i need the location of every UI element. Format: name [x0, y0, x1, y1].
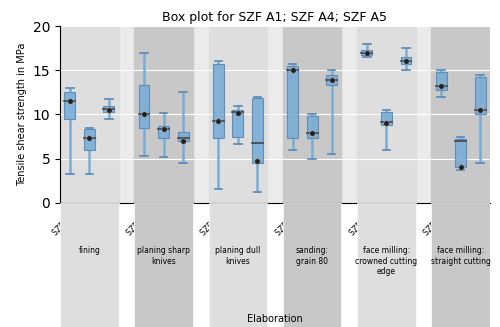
- Bar: [287, 66, 298, 138]
- Bar: [252, 98, 263, 163]
- Bar: [381, 112, 392, 125]
- Bar: [283, 26, 342, 203]
- Bar: [104, 106, 114, 112]
- Bar: [213, 64, 224, 138]
- Y-axis label: Tensile shear strength in MPa: Tensile shear strength in MPa: [17, 43, 27, 186]
- Text: sanding:
grain 80: sanding: grain 80: [296, 246, 328, 266]
- Bar: [178, 132, 188, 141]
- Text: planing dull
knives: planing dull knives: [215, 246, 260, 266]
- Bar: [64, 92, 75, 119]
- Bar: [208, 203, 267, 327]
- Bar: [60, 203, 118, 327]
- Bar: [134, 26, 193, 203]
- Bar: [84, 129, 94, 150]
- Text: Elaboration: Elaboration: [247, 314, 303, 324]
- Bar: [138, 85, 149, 128]
- Bar: [232, 110, 243, 137]
- Bar: [475, 77, 486, 114]
- Bar: [456, 139, 466, 167]
- Bar: [134, 203, 193, 327]
- Title: Box plot for SZF A1; SZF A4; SZF A5: Box plot for SZF A1; SZF A4; SZF A5: [162, 10, 388, 24]
- Bar: [158, 126, 169, 138]
- Bar: [307, 116, 318, 138]
- Bar: [357, 203, 416, 327]
- Bar: [357, 26, 416, 203]
- Bar: [283, 203, 342, 327]
- Bar: [432, 26, 490, 203]
- Text: face milling:
crowned cutting
edge: face milling: crowned cutting edge: [356, 246, 418, 276]
- Bar: [362, 50, 372, 55]
- Text: face milling:
straight cutting: face milling: straight cutting: [430, 246, 490, 266]
- Text: fining: fining: [78, 246, 100, 255]
- Text: planing sharp
knives: planing sharp knives: [137, 246, 190, 266]
- Bar: [436, 72, 446, 90]
- Bar: [60, 26, 118, 203]
- Bar: [400, 57, 411, 64]
- Bar: [208, 26, 267, 203]
- Bar: [326, 75, 337, 85]
- Bar: [432, 203, 490, 327]
